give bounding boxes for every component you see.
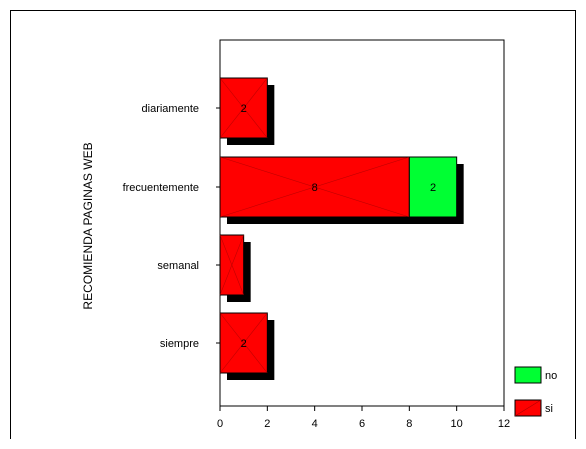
x-tick-label: 10 bbox=[451, 418, 463, 430]
x-tick-label: 12 bbox=[498, 418, 510, 430]
x-tick-label: 0 bbox=[217, 418, 223, 430]
legend-swatch-texture bbox=[514, 399, 542, 417]
category-label: diariamente bbox=[142, 103, 199, 115]
bar-texture bbox=[219, 77, 268, 139]
x-tick-label: 8 bbox=[406, 418, 412, 430]
chart-frame bbox=[10, 10, 576, 439]
data-label-no-frecuentemente: 2 bbox=[430, 182, 436, 194]
y-axis-label: RECOMIENDA PAGINAS WEB bbox=[81, 142, 95, 309]
data-label-si-siempre: 2 bbox=[241, 338, 247, 350]
data-label-si-frecuentemente: 8 bbox=[312, 182, 318, 194]
bar-texture bbox=[219, 156, 410, 218]
bar-no-frecuentemente bbox=[408, 156, 458, 218]
category-label: frecuentemente bbox=[123, 182, 199, 194]
category-label: siempre bbox=[160, 338, 199, 350]
bar-texture bbox=[219, 312, 268, 374]
category-label: semanal bbox=[157, 260, 199, 272]
x-tick-label: 4 bbox=[312, 418, 318, 430]
x-tick-label: 6 bbox=[359, 418, 365, 430]
legend-label-si: si bbox=[545, 403, 553, 415]
data-label-si-diariamente: 2 bbox=[241, 103, 247, 115]
bar-texture bbox=[219, 234, 244, 296]
legend-label-no: no bbox=[545, 370, 557, 382]
legend-swatch-no bbox=[514, 366, 542, 384]
x-tick-label: 2 bbox=[264, 418, 270, 430]
